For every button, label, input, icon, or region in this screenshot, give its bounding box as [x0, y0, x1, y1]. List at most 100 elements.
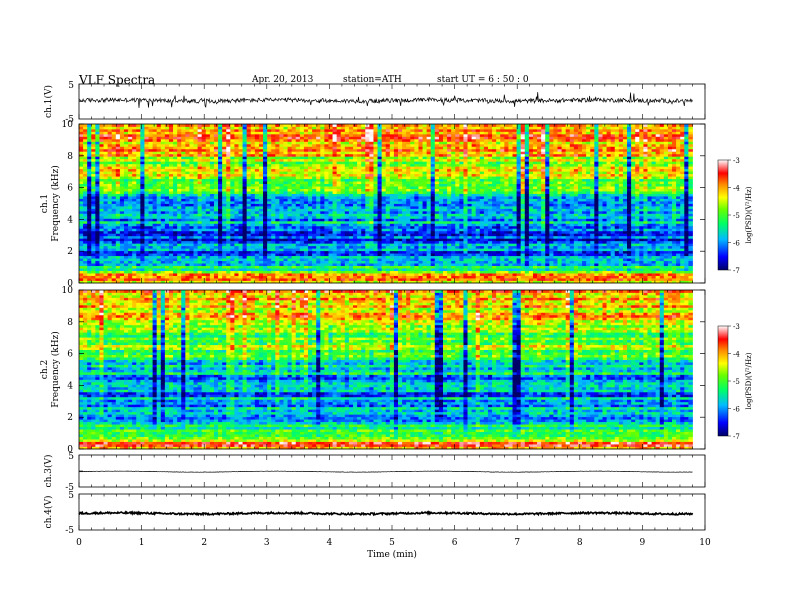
spectrogram-cell: [136, 268, 140, 271]
spectrogram-cell: [259, 136, 263, 139]
spectrogram-cell: [333, 256, 337, 259]
spectrogram-cell: [333, 136, 337, 139]
spectrogram-cell: [185, 226, 189, 229]
spectrogram-cell: [226, 261, 230, 264]
spectrogram-cell: [165, 139, 169, 142]
spectrogram-cell: [169, 161, 173, 164]
spectrogram-cell: [357, 253, 361, 256]
spectrogram-cell: [136, 154, 140, 157]
spectrogram-cell: [316, 228, 320, 231]
spectrogram-cell: [112, 174, 116, 177]
spectrogram-cell: [365, 206, 369, 209]
spectrogram-cell: [279, 136, 283, 139]
spectrogram-cell: [271, 233, 275, 236]
spectrogram-cell: [251, 166, 255, 169]
spectrogram-cell: [165, 253, 169, 256]
spectrogram-cell: [304, 199, 308, 202]
spectrogram-cell: [210, 149, 214, 152]
spectrogram-cell: [128, 156, 132, 159]
spectrogram-cell: [312, 151, 316, 154]
spectrogram-cell: [136, 276, 140, 279]
spectrogram-cell: [87, 151, 91, 154]
spectrogram-cell: [177, 196, 181, 199]
spectrogram-cell: [132, 251, 136, 254]
spectrogram-cell: [275, 268, 279, 271]
spectrogram-cell: [112, 201, 116, 204]
spectrogram-cell: [353, 211, 357, 214]
spectrogram-cell: [206, 161, 210, 164]
spectrogram-cell: [357, 221, 361, 224]
spectrogram-cell: [390, 159, 394, 162]
spectrogram-cell: [173, 174, 177, 177]
spectrogram-cell: [239, 221, 243, 224]
spectrogram-cell: [296, 189, 300, 192]
spectrogram-cell: [136, 233, 140, 236]
spectrogram-cell: [177, 129, 181, 132]
spectrogram-cell: [214, 189, 218, 192]
spectrogram-cell: [91, 179, 95, 182]
spectrogram-cell: [120, 231, 124, 234]
spectrogram-cell: [288, 231, 292, 234]
spectrogram-cell: [194, 179, 198, 182]
spectrogram-cell: [353, 278, 357, 281]
spectrogram-cell: [136, 159, 140, 162]
spectrogram-cell: [144, 266, 148, 269]
spectrogram-cell: [349, 139, 353, 142]
spectrogram-cell: [239, 278, 243, 281]
spectrogram-cell: [144, 194, 148, 197]
spectrogram-cell: [210, 206, 214, 209]
spectrogram-cell: [206, 268, 210, 271]
spectrogram-cell: [95, 156, 99, 159]
spectrogram-cell: [189, 154, 193, 157]
spectrogram-cell: [345, 171, 349, 174]
spectrogram-cell: [271, 131, 275, 134]
spectrogram-cell: [169, 151, 173, 154]
spectrogram-cell: [169, 216, 173, 219]
spectrogram-cell: [345, 169, 349, 172]
spectrogram-cell: [222, 174, 226, 177]
spectrogram-cell: [337, 184, 341, 187]
spectrogram-cell: [304, 181, 308, 184]
spectrogram-cell: [108, 199, 112, 202]
spectrogram-cell: [263, 151, 267, 154]
spectrogram-cell: [140, 184, 144, 187]
spectrogram-cell: [369, 181, 373, 184]
spectrogram-cell: [239, 191, 243, 194]
spectrogram-cell: [271, 149, 275, 152]
spectrogram-cell: [316, 276, 320, 279]
spectrogram-cell: [173, 278, 177, 281]
spectrogram-cell: [91, 241, 95, 244]
spectrogram-cell: [288, 139, 292, 142]
spectrogram-cell: [210, 258, 214, 261]
spectrogram-cell: [144, 261, 148, 264]
spectrogram-cell: [181, 131, 185, 134]
spectrogram-cell: [136, 124, 140, 127]
spectrogram-cell: [181, 186, 185, 189]
spectrogram-cell: [149, 164, 153, 167]
spectrogram-cell: [369, 156, 373, 159]
spectrogram-cell: [304, 134, 308, 137]
spectrogram-cell: [292, 268, 296, 271]
spectrogram-cell: [283, 141, 287, 144]
spectrogram-cell: [251, 226, 255, 229]
spectrogram-cell: [177, 246, 181, 249]
spectrogram-cell: [243, 211, 247, 214]
spectrogram-cell: [275, 278, 279, 281]
spectrogram-cell: [214, 179, 218, 182]
spectrogram-cell: [283, 159, 287, 162]
spectrogram-cell: [161, 169, 165, 172]
spectrogram-cell: [136, 271, 140, 274]
spectrogram-cell: [140, 266, 144, 269]
spectrogram-cell: [239, 126, 243, 129]
spectrogram-cell: [194, 186, 198, 189]
spectrogram-cell: [79, 231, 83, 234]
spectrogram-cell: [255, 144, 259, 147]
spectrogram-cell: [243, 189, 247, 192]
spectrogram-cell: [279, 179, 283, 182]
spectrogram-cell: [349, 191, 353, 194]
spectrogram-cell: [116, 211, 120, 214]
spectrogram-cell: [234, 263, 238, 266]
spectrogram-cell: [120, 186, 124, 189]
spectrogram-cell: [136, 211, 140, 214]
spectrogram-cell: [194, 258, 198, 261]
